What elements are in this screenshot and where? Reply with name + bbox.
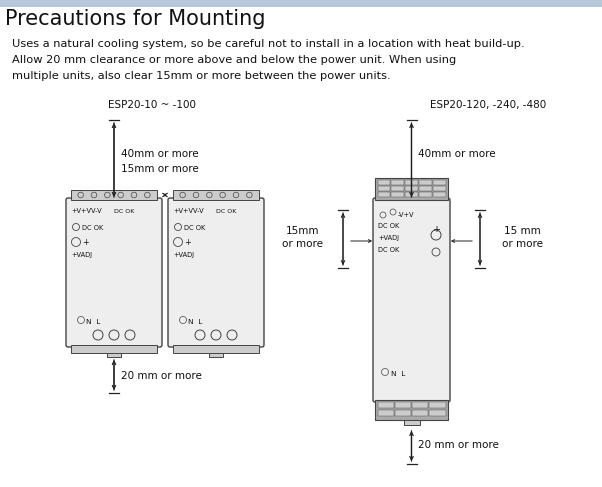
Bar xyxy=(377,402,394,408)
Bar xyxy=(391,192,404,196)
Text: or more: or more xyxy=(282,239,323,249)
Text: ESP20-10 ~ -100: ESP20-10 ~ -100 xyxy=(108,100,196,110)
Bar xyxy=(419,180,432,185)
Text: 15mm or more: 15mm or more xyxy=(121,164,199,174)
Bar xyxy=(433,186,445,190)
Text: 20 mm or more: 20 mm or more xyxy=(121,371,202,381)
Text: DC OK: DC OK xyxy=(378,223,399,229)
Text: N  L: N L xyxy=(391,371,405,377)
Text: Uses a natural cooling system, so be careful not to install in a location with h: Uses a natural cooling system, so be car… xyxy=(12,39,524,49)
Text: N  L: N L xyxy=(86,319,101,325)
Text: +VADJ: +VADJ xyxy=(71,252,92,258)
Text: Precautions for Mounting: Precautions for Mounting xyxy=(5,9,265,29)
Text: +V+VV-V: +V+VV-V xyxy=(173,208,203,214)
Bar xyxy=(0,0,602,7)
Bar xyxy=(429,410,445,415)
Text: +: + xyxy=(82,238,88,247)
FancyBboxPatch shape xyxy=(373,198,450,402)
Bar xyxy=(377,410,394,415)
Bar xyxy=(405,180,418,185)
Bar xyxy=(395,402,411,408)
Text: 15mm: 15mm xyxy=(286,226,320,236)
FancyBboxPatch shape xyxy=(66,198,162,347)
Bar xyxy=(412,410,428,415)
Bar xyxy=(395,410,411,415)
Text: +: + xyxy=(433,225,441,234)
Text: -V+V: -V+V xyxy=(398,212,415,218)
Bar xyxy=(377,186,390,190)
Bar xyxy=(403,420,420,425)
Bar xyxy=(419,186,432,190)
Bar xyxy=(173,190,259,200)
Bar xyxy=(391,180,404,185)
Bar xyxy=(433,192,445,196)
Text: DC OK: DC OK xyxy=(114,209,134,214)
Text: DC OK: DC OK xyxy=(378,247,399,253)
Bar xyxy=(107,353,121,357)
Text: DC OK: DC OK xyxy=(216,209,237,214)
Text: multiple units, also clear 15mm or more between the power units.: multiple units, also clear 15mm or more … xyxy=(12,71,391,81)
Bar xyxy=(419,192,432,196)
Bar xyxy=(375,178,448,200)
Text: +V+VV-V: +V+VV-V xyxy=(71,208,102,214)
Text: Allow 20 mm clearance or more above and below the power unit. When using: Allow 20 mm clearance or more above and … xyxy=(12,55,456,65)
Bar xyxy=(209,353,223,357)
Text: or more: or more xyxy=(501,239,542,249)
Text: 15 mm: 15 mm xyxy=(504,226,541,236)
Text: DC OK: DC OK xyxy=(82,225,104,231)
Text: +VADJ: +VADJ xyxy=(173,252,194,258)
Text: DC OK: DC OK xyxy=(184,225,205,231)
Bar xyxy=(405,192,418,196)
Bar xyxy=(375,400,448,420)
Bar xyxy=(377,180,390,185)
Bar xyxy=(71,190,157,200)
Bar xyxy=(433,180,445,185)
Bar xyxy=(173,345,259,353)
Bar xyxy=(377,192,390,196)
Text: 40mm or more: 40mm or more xyxy=(418,149,496,159)
Bar xyxy=(405,186,418,190)
Text: N  L: N L xyxy=(188,319,202,325)
Text: ESP20-120, -240, -480: ESP20-120, -240, -480 xyxy=(430,100,546,110)
Bar xyxy=(71,345,157,353)
Text: +: + xyxy=(184,238,191,247)
FancyBboxPatch shape xyxy=(168,198,264,347)
Text: +VADJ: +VADJ xyxy=(378,235,399,241)
Bar xyxy=(429,402,445,408)
Text: 20 mm or more: 20 mm or more xyxy=(418,440,500,450)
Bar xyxy=(412,402,428,408)
Bar xyxy=(391,186,404,190)
Text: 40mm or more: 40mm or more xyxy=(121,149,199,159)
